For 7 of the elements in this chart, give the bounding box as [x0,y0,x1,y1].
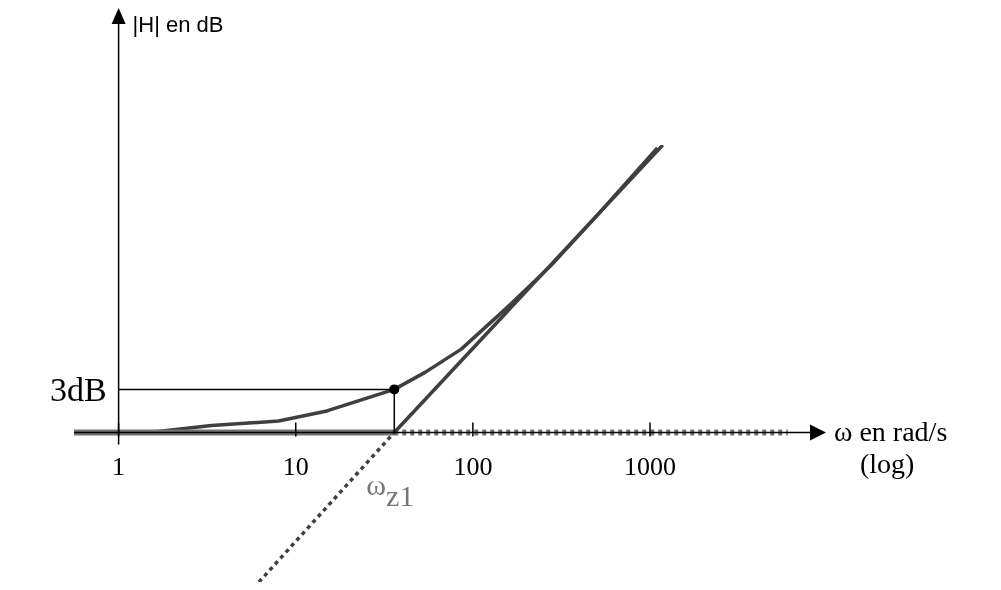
y-axis-title: |H| en dB [132,12,224,37]
annotation: 3dB [49,371,107,409]
x-axis-title: ω en rad/s (log) [834,415,948,479]
x-tick-label: 100 [453,451,493,481]
x-tick-label: 1 [112,451,126,481]
x-tick-label: 10 [282,451,309,481]
x-tick-label: 1000 [624,451,677,481]
